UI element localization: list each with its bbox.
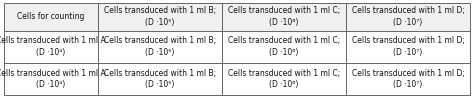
Bar (98, 31, 222, 63)
Bar (4, 63, 98, 95)
Bar (222, 31, 346, 63)
Bar (346, 63, 470, 95)
Text: Cells for counting: Cells for counting (17, 12, 84, 21)
Text: Cells transduced with 1 ml D;
(D ·10⁷): Cells transduced with 1 ml D; (D ·10⁷) (352, 69, 465, 89)
Text: Cells transduced with 1 ml D;
(D ·10⁷): Cells transduced with 1 ml D; (D ·10⁷) (352, 36, 465, 57)
Bar (98, 63, 222, 95)
Bar (222, 3, 346, 31)
Text: Cells transduced with 1 ml A
(D ·10⁴): Cells transduced with 1 ml A (D ·10⁴) (0, 69, 106, 89)
Bar (4, 31, 98, 63)
Text: Cells transduced with 1 ml A
(D ·10⁴): Cells transduced with 1 ml A (D ·10⁴) (0, 36, 106, 57)
Bar (98, 3, 222, 31)
Text: Cells transduced with 1 ml C;
(D ·10⁶): Cells transduced with 1 ml C; (D ·10⁶) (228, 69, 340, 89)
Text: Cells transduced with 1 ml B;
(D ·10⁵): Cells transduced with 1 ml B; (D ·10⁵) (104, 6, 216, 27)
Bar (222, 63, 346, 95)
Text: Cells transduced with 1 ml B;
(D ·10⁵): Cells transduced with 1 ml B; (D ·10⁵) (104, 36, 216, 57)
Text: Cells transduced with 1 ml C;
(D ·10⁶): Cells transduced with 1 ml C; (D ·10⁶) (228, 6, 340, 27)
Bar (4, 3, 98, 31)
Bar (346, 3, 470, 31)
Text: Cells transduced with 1 ml D;
(D ·10⁷): Cells transduced with 1 ml D; (D ·10⁷) (352, 6, 465, 27)
Text: Cells transduced with 1 ml B;
(D ·10⁵): Cells transduced with 1 ml B; (D ·10⁵) (104, 69, 216, 89)
Bar (346, 31, 470, 63)
Text: Cells transduced with 1 ml C;
(D ·10⁶): Cells transduced with 1 ml C; (D ·10⁶) (228, 36, 340, 57)
